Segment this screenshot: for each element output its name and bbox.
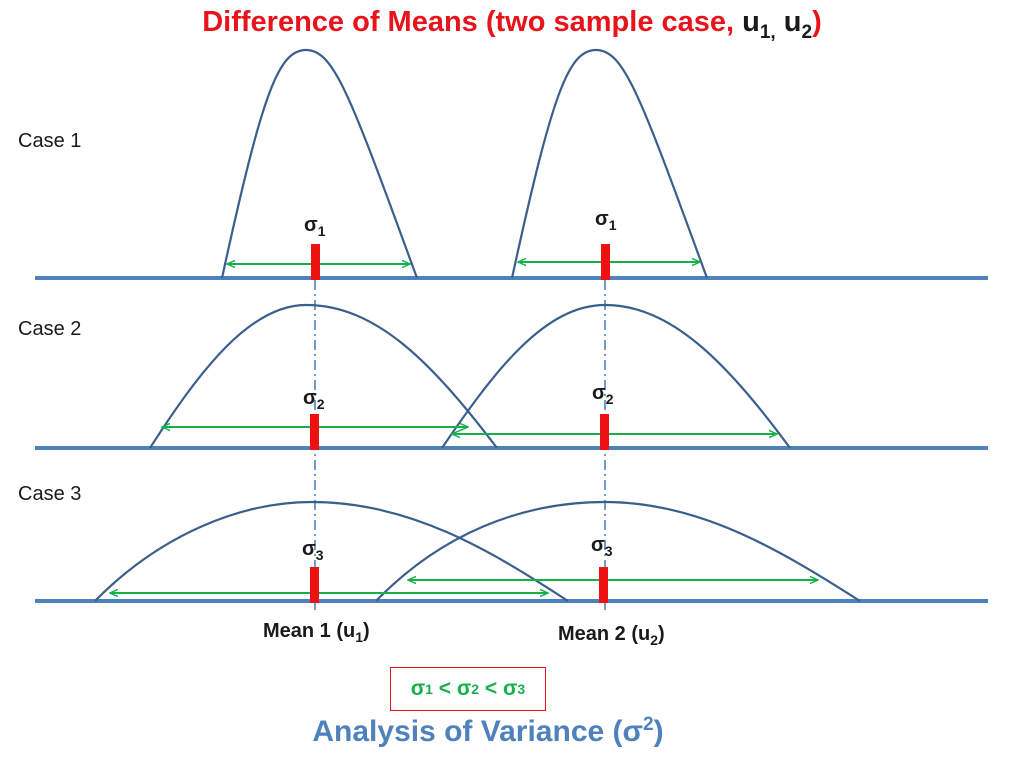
marker-case3-mean1 (310, 567, 319, 603)
sigma-case3-right: σ3 (591, 534, 613, 559)
sigma-case1-right: σ1 (595, 208, 617, 233)
footer-title: Analysis of Variance (σ2) (312, 714, 664, 748)
marker-case2-mean2 (600, 414, 609, 450)
case-3-label: Case 3 (18, 483, 82, 505)
mean-1-label: Mean 1 (u1) (263, 620, 370, 645)
sigma-case2-left: σ2 (303, 387, 325, 412)
mean-2-label: Mean 2 (u2) (558, 623, 665, 648)
curve-case2-right (441, 303, 791, 449)
title-u-symbols: u1, u2 (742, 6, 813, 43)
sigma-case2-right: σ2 (592, 382, 614, 407)
case-2-label: Case 2 (18, 318, 82, 340)
case-1-label: Case 1 (18, 130, 82, 152)
curve-case1-left (220, 48, 419, 279)
marker-case1-mean2 (601, 244, 610, 280)
curve-case3-left (94, 500, 569, 602)
marker-case1-mean1 (311, 244, 320, 280)
curve-case1-right (510, 48, 709, 279)
page-title: Difference of Means (two sample case, u1… (202, 6, 822, 43)
curve-case3-right (375, 500, 861, 602)
marker-case3-mean2 (599, 567, 608, 603)
curve-case2-left (149, 303, 498, 449)
sigma-case1-left: σ1 (304, 214, 326, 239)
sigma-case3-left: σ3 (302, 538, 324, 563)
marker-case2-mean1 (310, 414, 319, 450)
